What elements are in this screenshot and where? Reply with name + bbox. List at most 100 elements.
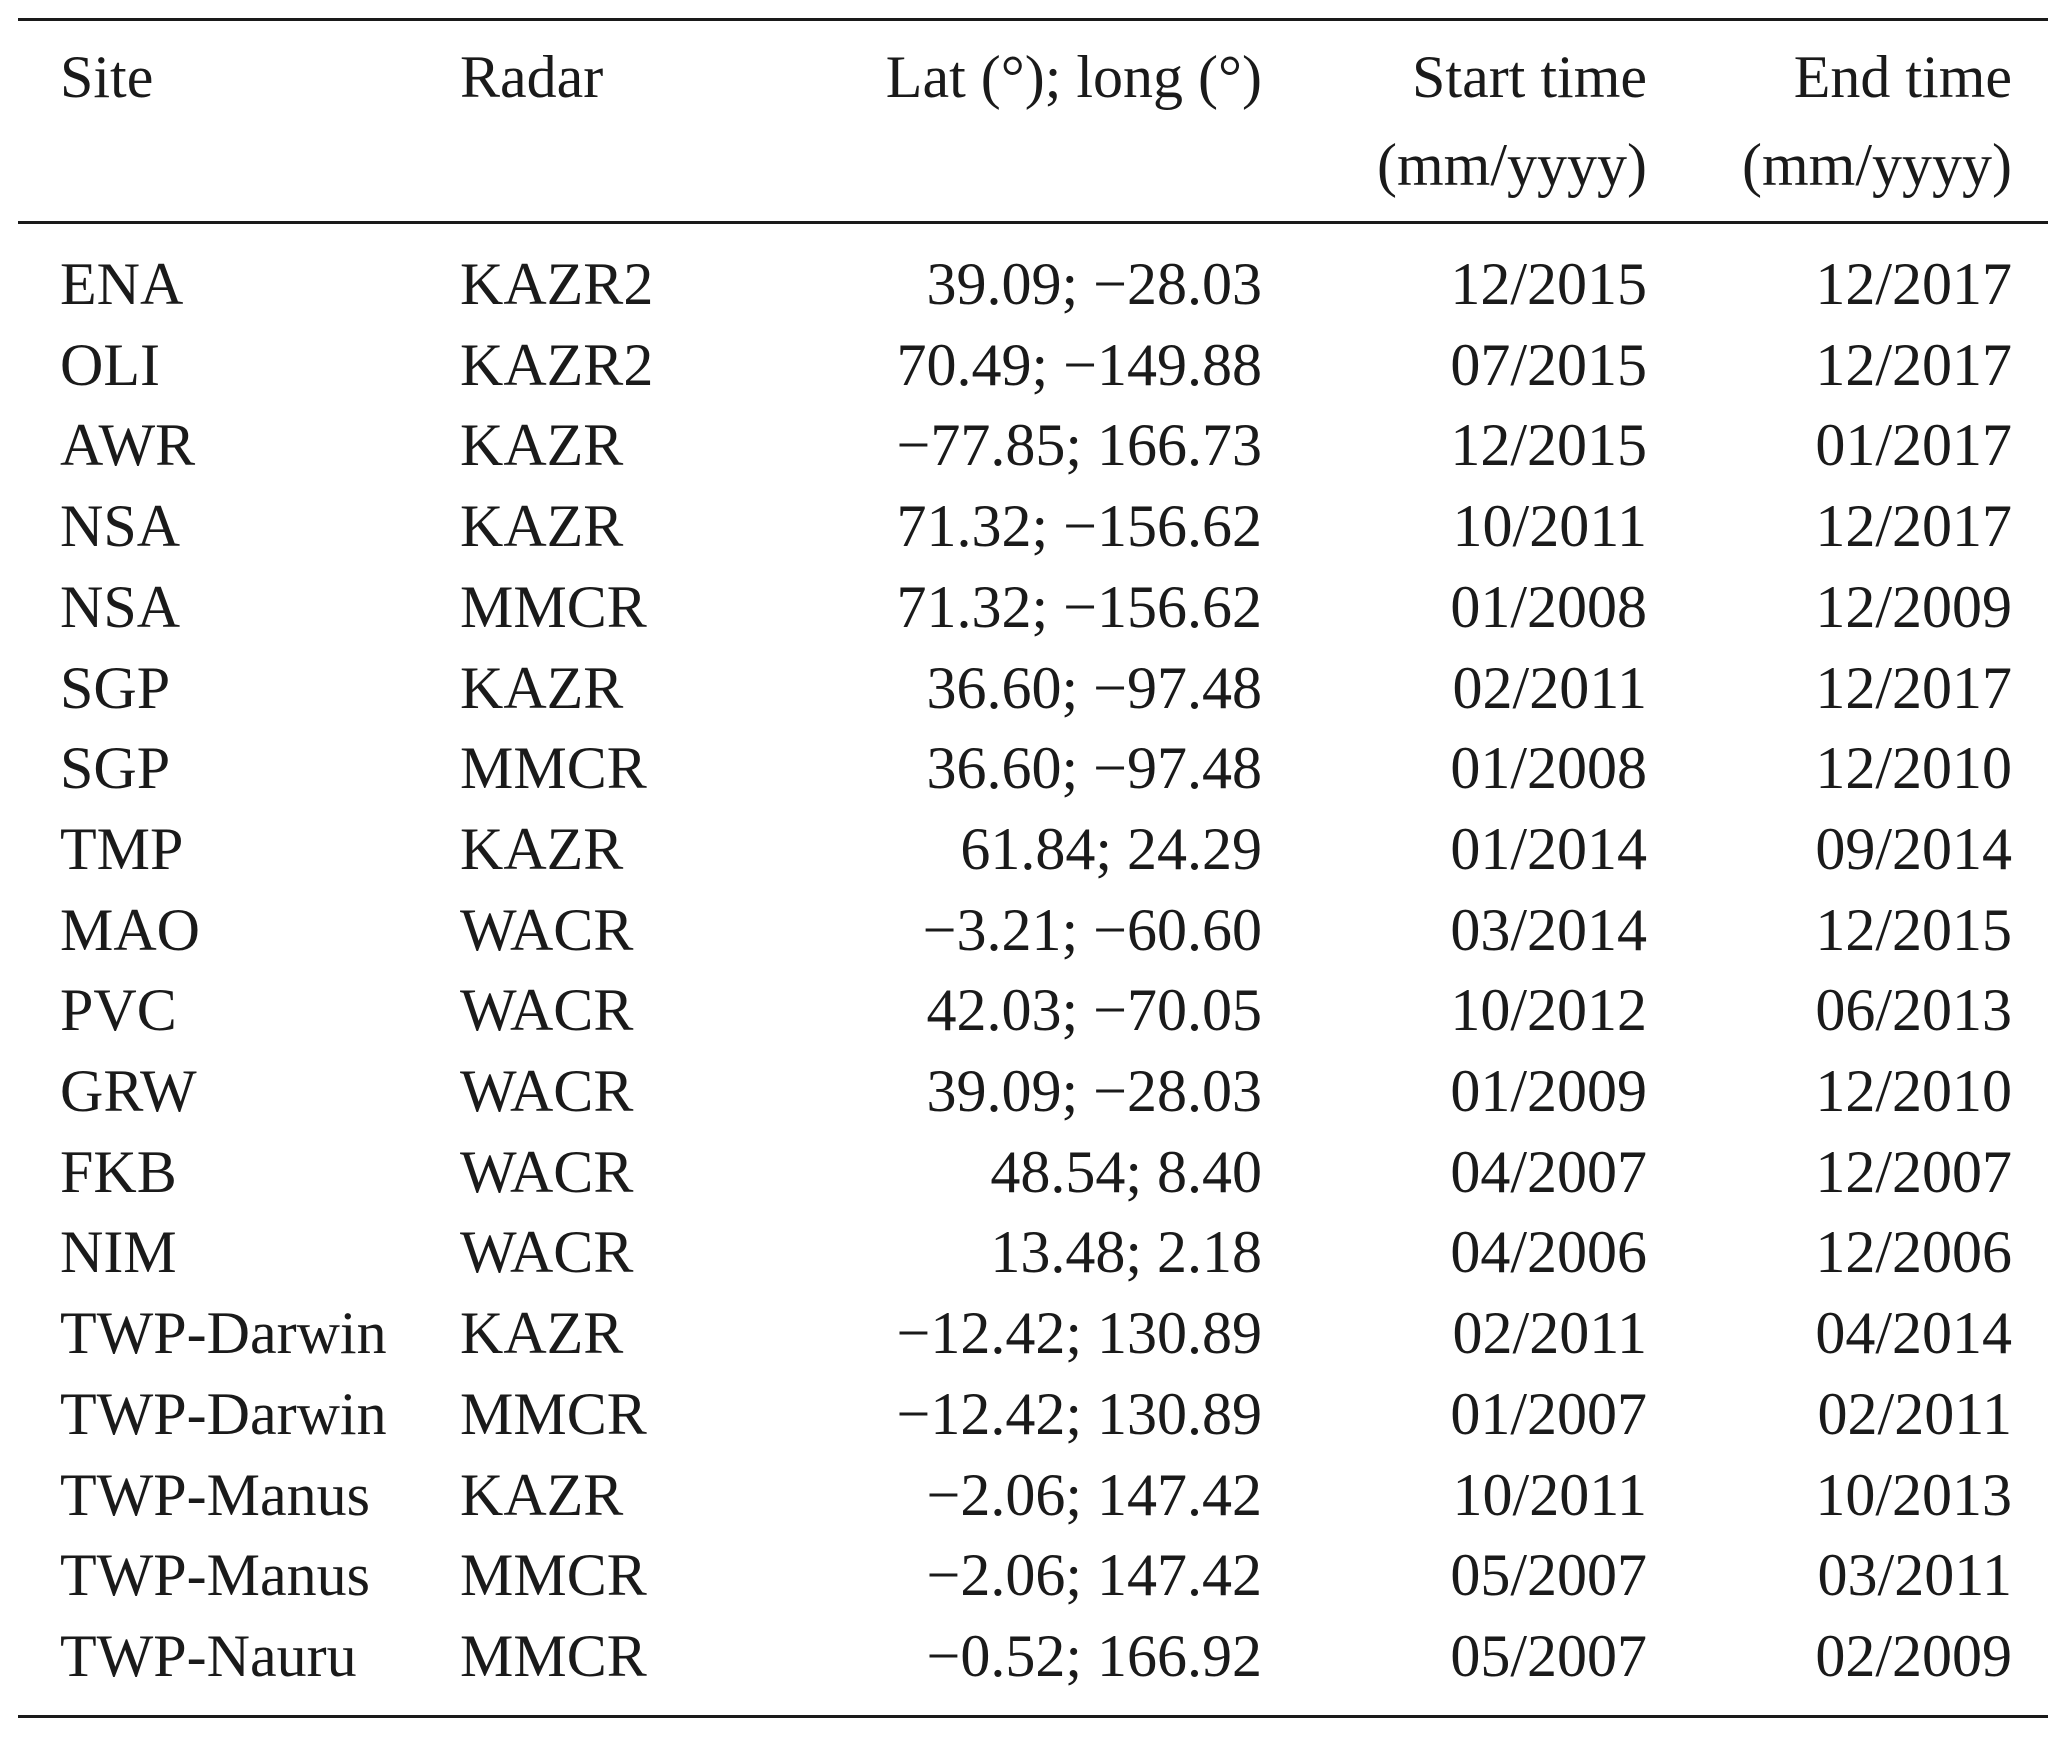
cell-latlon: −77.85; 166.73 xyxy=(896,412,1262,479)
cell-start-time: 02/2011 xyxy=(1452,1300,1647,1367)
cell-start-time: 05/2007 xyxy=(1450,1622,1647,1689)
table-row: TWP-Darwin MMCR −12.42; 130.89 01/2007 02/20… xyxy=(18,1374,2048,1455)
cell-latlon: 36.60; −97.48 xyxy=(926,735,1262,802)
cell-end-time: 12/2017 xyxy=(1815,251,2012,317)
cell-latlon: 71.32; −156.62 xyxy=(896,493,1262,560)
cell-radar: KAZR xyxy=(460,412,624,479)
cell-start-time: 01/2009 xyxy=(1450,1058,1647,1125)
cell-latlon: 39.09; −28.03 xyxy=(926,1058,1262,1125)
cell-site: TMP xyxy=(60,815,184,882)
cell-start-time: 05/2007 xyxy=(1450,1542,1647,1609)
cell-site: NIM xyxy=(60,1219,177,1286)
cell-radar: WACR xyxy=(460,977,634,1044)
cell-latlon: −2.06; 147.42 xyxy=(926,1461,1262,1528)
cell-site: ENA xyxy=(60,251,184,317)
cell-end-time: 12/2017 xyxy=(1815,493,2012,560)
radar-sites-table-container: Site Radar Lat (°); long (°) Start time … xyxy=(18,18,2048,1718)
cell-site: NSA xyxy=(60,573,181,640)
header-end-time: End time (mm/yyyy) xyxy=(1647,21,2048,221)
table-row: TWP-Darwin KAZR −12.42; 130.89 02/2011 04/20… xyxy=(18,1293,2048,1374)
header-radar: Radar xyxy=(460,44,604,110)
header-row: Site Radar Lat (°); long (°) Start time … xyxy=(18,21,2048,221)
cell-latlon: 48.54; 8.40 xyxy=(990,1138,1262,1205)
cell-end-time: 03/2011 xyxy=(1817,1542,2012,1609)
header-end-line2: (mm/yyyy) xyxy=(1742,132,2012,198)
cell-site: GRW xyxy=(60,1058,197,1125)
cell-latlon: −3.21; −60.60 xyxy=(922,896,1262,963)
cell-start-time: 10/2012 xyxy=(1450,977,1647,1044)
cell-latlon: 70.49; −149.88 xyxy=(896,331,1262,398)
cell-end-time: 06/2013 xyxy=(1815,977,2012,1044)
cell-end-time: 12/2010 xyxy=(1815,1058,2012,1125)
cell-radar: KAZR xyxy=(460,493,624,560)
table-row: OLI KAZR2 70.49; −149.88 07/2015 12/2017 xyxy=(18,325,2048,406)
table-row: NSA MMCR 71.32; −156.62 01/2008 12/2009 xyxy=(18,567,2048,648)
cell-latlon: 13.48; 2.18 xyxy=(990,1219,1262,1286)
cell-start-time: 04/2007 xyxy=(1450,1138,1647,1205)
cell-site: TWP-Nauru xyxy=(60,1622,357,1689)
cell-start-time: 02/2011 xyxy=(1452,654,1647,721)
cell-site: NSA xyxy=(60,493,181,560)
cell-latlon: 36.60; −97.48 xyxy=(926,654,1262,721)
cell-radar: KAZR xyxy=(460,1461,624,1528)
cell-site: SGP xyxy=(60,735,171,802)
header-end-line1: End time xyxy=(1793,44,2012,110)
table-row: FKB WACR 48.54; 8.40 04/2007 12/2007 xyxy=(18,1132,2048,1213)
cell-latlon: 61.84; 24.29 xyxy=(960,815,1262,882)
cell-start-time: 01/2007 xyxy=(1450,1380,1647,1447)
table-row: PVC WACR 42.03; −70.05 10/2012 06/2013 xyxy=(18,970,2048,1051)
header-rule xyxy=(18,221,2048,224)
cell-latlon: 71.32; −156.62 xyxy=(896,573,1262,640)
top-rule xyxy=(18,18,2048,21)
table-body: ENA KAZR2 39.09; −28.03 12/2015 12/2017 OLI KA… xyxy=(18,224,2048,1715)
cell-radar: KAZR2 xyxy=(460,251,654,317)
cell-end-time: 12/2017 xyxy=(1815,654,2012,721)
cell-radar: KAZR xyxy=(460,1300,624,1367)
cell-start-time: 10/2011 xyxy=(1452,1461,1647,1528)
cell-site: SGP xyxy=(60,654,171,721)
header-site: Site xyxy=(60,44,154,110)
cell-end-time: 09/2014 xyxy=(1815,815,2012,882)
table-row: AWR KAZR −77.85; 166.73 12/2015 01/2017 xyxy=(18,405,2048,486)
cell-latlon: 42.03; −70.05 xyxy=(926,977,1262,1044)
cell-end-time: 04/2014 xyxy=(1815,1300,2012,1367)
table-row: TWP-Nauru MMCR −0.52; 166.92 05/2007 02/2009 xyxy=(18,1616,2048,1715)
cell-end-time: 02/2009 xyxy=(1815,1622,2012,1689)
cell-site: TWP-Darwin xyxy=(60,1300,387,1367)
cell-end-time: 12/2007 xyxy=(1815,1138,2012,1205)
table-row: TMP KAZR 61.84; 24.29 01/2014 09/2014 xyxy=(18,809,2048,890)
table-header: Site Radar Lat (°); long (°) Start time … xyxy=(18,21,2048,224)
cell-start-time: 03/2014 xyxy=(1450,896,1647,963)
cell-radar: WACR xyxy=(460,896,634,963)
cell-radar: MMCR xyxy=(460,1542,647,1609)
table-row: NIM WACR 13.48; 2.18 04/2006 12/2006 xyxy=(18,1212,2048,1293)
cell-start-time: 01/2008 xyxy=(1450,573,1647,640)
header-start-line2: (mm/yyyy) xyxy=(1377,132,1647,198)
cell-site: TWP-Darwin xyxy=(60,1380,387,1447)
cell-end-time: 12/2017 xyxy=(1815,331,2012,398)
table-row: MAO WACR −3.21; −60.60 03/2014 12/2015 xyxy=(18,890,2048,971)
cell-end-time: 12/2010 xyxy=(1815,735,2012,802)
cell-start-time: 04/2006 xyxy=(1450,1219,1647,1286)
header-start-line1: Start time xyxy=(1412,44,1647,110)
cell-end-time: 01/2017 xyxy=(1815,412,2012,479)
cell-start-time: 07/2015 xyxy=(1450,331,1647,398)
cell-radar: MMCR xyxy=(460,735,647,802)
cell-radar: WACR xyxy=(460,1138,634,1205)
table-row: NSA KAZR 71.32; −156.62 10/2011 12/2017 xyxy=(18,486,2048,567)
cell-site: TWP-Manus xyxy=(60,1542,370,1609)
cell-end-time: 12/2006 xyxy=(1815,1219,2012,1286)
table-row: TWP-Manus MMCR −2.06; 147.42 05/2007 03/2011 xyxy=(18,1535,2048,1616)
radar-sites-table: Site Radar Lat (°); long (°) Start time … xyxy=(18,21,2048,1715)
cell-end-time: 12/2015 xyxy=(1815,896,2012,963)
table-row: SGP MMCR 36.60; −97.48 01/2008 12/2010 xyxy=(18,728,2048,809)
cell-radar: KAZR xyxy=(460,654,624,721)
header-latlon: Lat (°); long (°) xyxy=(885,44,1262,110)
cell-start-time: 10/2011 xyxy=(1452,493,1647,560)
cell-start-time: 12/2015 xyxy=(1450,412,1647,479)
table-row: SGP KAZR 36.60; −97.48 02/2011 12/2017 xyxy=(18,648,2048,729)
cell-site: TWP-Manus xyxy=(60,1461,370,1528)
header-rule-row xyxy=(18,221,2048,224)
cell-latlon: 39.09; −28.03 xyxy=(926,251,1262,317)
cell-site: OLI xyxy=(60,331,160,398)
